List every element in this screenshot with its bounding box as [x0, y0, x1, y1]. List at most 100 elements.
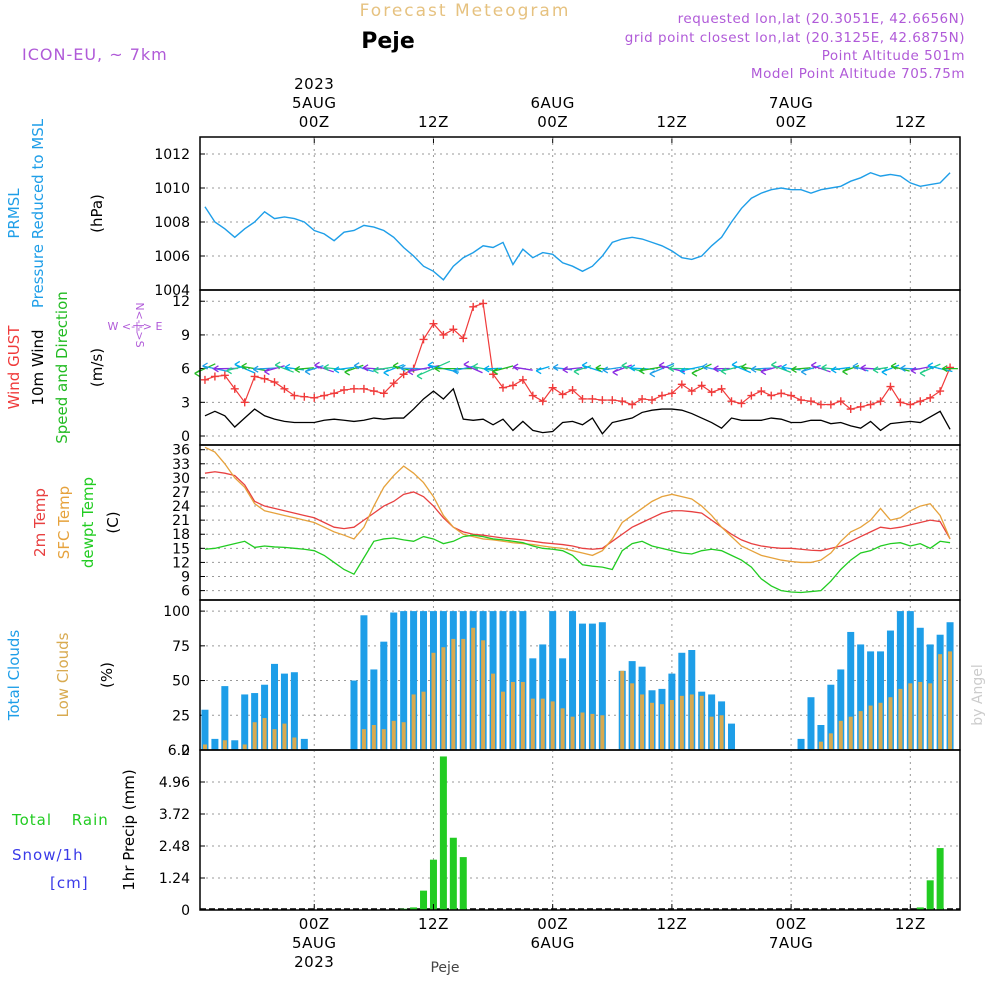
total-cloud-bar: [390, 612, 398, 750]
total-cloud-bar: [231, 740, 239, 750]
direction-arrow: [821, 364, 841, 372]
compass-ns: N<-|->S: [133, 302, 146, 347]
total-cloud-bar: [886, 630, 894, 750]
low-cloud-bar: [252, 722, 257, 750]
top-time-label: 6AUG: [530, 94, 574, 112]
panel-label: 2m Temp: [31, 488, 49, 557]
low-cloud-bar: [202, 744, 207, 750]
direction-arrow: [860, 364, 881, 372]
gust-point: [816, 400, 825, 409]
bottom-time-label: 6AUG: [530, 934, 574, 952]
total-cloud-bar: [827, 684, 835, 750]
gust-point: [628, 400, 637, 409]
gust-point: [419, 335, 428, 344]
total-cloud-bar: [857, 644, 865, 750]
low-cloud-bar: [530, 698, 535, 750]
low-cloud-bar: [918, 681, 923, 750]
gust-point: [508, 381, 517, 390]
gust-point: [290, 391, 299, 400]
gust-point: [568, 385, 577, 394]
gust-point: [687, 387, 696, 396]
rain-bar: [936, 848, 944, 910]
direction-arrow: [194, 363, 216, 377]
direction-arrow: [800, 364, 821, 376]
direction-arrow: [881, 364, 900, 376]
total-cloud-bar: [906, 611, 914, 750]
gust-point: [379, 389, 388, 398]
location-title: Peje: [361, 29, 415, 54]
direction-arrow: [852, 362, 869, 372]
total-cloud-bar: [539, 644, 547, 750]
panel-label: PRMSL: [5, 188, 23, 239]
gust-point: [757, 387, 766, 396]
total-cloud-bar: [261, 684, 269, 750]
low-cloud-bar: [491, 673, 496, 750]
rain-bar: [916, 907, 924, 910]
rain-bar: [439, 756, 447, 910]
panel-precip: 0 1.24 2.48 3.72 4.96 6.2 Total Rain Snow/1h [cm…: [11, 743, 961, 919]
gust-point: [598, 396, 607, 405]
bottom-time-label: 5AUG: [292, 934, 336, 952]
gust-point: [578, 394, 587, 403]
total-cloud-bar: [499, 611, 507, 750]
direction-arrow: [383, 363, 404, 377]
compass-we: W <-|-> E: [108, 320, 163, 333]
gust-point: [806, 397, 815, 406]
model-altitude: Model Point Altitude 705.75m: [751, 66, 965, 82]
total-cloud-bar: [588, 623, 596, 750]
total-cloud-bar: [280, 673, 288, 750]
y-axis-label: (m/s): [88, 348, 106, 387]
low-cloud-bar: [461, 638, 466, 750]
gust-point: [340, 385, 349, 394]
y-tick-label: 9: [181, 328, 190, 344]
gust-point: [866, 400, 875, 409]
direction-arrow: [492, 365, 514, 375]
top-time-label: 7AUG: [769, 94, 813, 112]
y-tick-label: 12: [172, 294, 190, 310]
low-cloud-bar: [471, 627, 476, 750]
gust-point: [876, 397, 885, 406]
y-tick-label: 27: [172, 485, 190, 501]
panel-frame: [199, 136, 961, 291]
y-tick-label: 33: [172, 457, 190, 473]
low-cloud-bar: [550, 701, 555, 750]
header: Forecast Meteogram Peje ICON-EU, ~ 7km r…: [22, 1, 965, 82]
y-axis-label: (%): [98, 662, 116, 688]
y-axis-label: (hPa): [88, 194, 106, 233]
low-cloud-bar: [361, 729, 366, 750]
gridpoint-coords: grid point closest lon,lat (20.3125E, 42…: [625, 30, 965, 46]
gust-point: [886, 382, 895, 391]
low-cloud-bar: [838, 720, 843, 750]
gust-point: [320, 391, 329, 400]
gust-point: [727, 397, 736, 406]
total-cloud-bar: [569, 611, 577, 750]
gust-point: [270, 378, 279, 387]
bottom-time-label: 12Z: [418, 915, 449, 933]
rain-bar: [459, 857, 467, 910]
point-altitude: Point Altitude 501m: [822, 48, 965, 64]
y-tick-label: 0: [181, 743, 190, 759]
low-cloud-bar: [451, 638, 456, 750]
gust-point: [200, 375, 209, 384]
gust-point: [648, 396, 657, 405]
y-tick-label: 15: [172, 541, 190, 557]
gust-point: [330, 389, 339, 398]
total-cloud-bar: [807, 697, 815, 750]
gust-point: [548, 383, 557, 392]
low-cloud-bar: [640, 694, 645, 750]
gust-point: [518, 375, 527, 384]
total-cloud-bar: [271, 663, 279, 750]
low-cloud-bar: [580, 712, 585, 750]
panel-label: dewpt Temp: [79, 477, 97, 568]
total-cloud-bar: [896, 611, 904, 750]
gust-point: [667, 389, 676, 398]
temp-line-2: [204, 534, 951, 594]
bottom-time-label: 7AUG: [769, 934, 813, 952]
panel-label: SFC Temp: [55, 486, 73, 559]
panel-label: Speed and Direction: [53, 291, 71, 444]
y-tick-label: 6: [181, 584, 190, 600]
total-cloud-bar: [837, 669, 845, 750]
y-tick-label: 1010: [154, 181, 190, 197]
